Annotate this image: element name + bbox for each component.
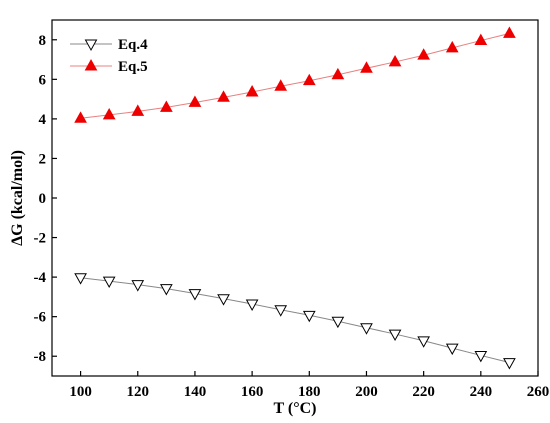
data-point-series-1: [245, 299, 259, 311]
data-point-series-1: [188, 289, 202, 301]
data-point-series-2: [331, 67, 345, 80]
x-axis-title: T (°C): [274, 400, 317, 417]
y-tick-label: 4: [39, 112, 47, 128]
data-point-series-2: [102, 107, 116, 120]
data-point-series-2: [274, 79, 288, 91]
data-point-series-1: [274, 305, 288, 317]
data-point-series-2: [160, 100, 173, 112]
data-point-series-2: [388, 54, 402, 67]
x-tick-label: 260: [527, 384, 550, 400]
legend-marker: [84, 59, 98, 71]
data-point-series-1: [217, 294, 230, 306]
data-point-series-1: [102, 276, 116, 289]
series-lines: [80, 32, 510, 364]
data-point-series-1: [388, 329, 402, 342]
x-tick-label: 160: [241, 384, 264, 400]
ticks: 100 120 140 160 180 200 220 240 260 8 6 4 2 0 -2 -4 -6 -8: [34, 33, 550, 400]
legend-label: Eq.5: [118, 59, 148, 75]
data-point-series-1: [131, 280, 145, 292]
y-tick-label: -4: [34, 270, 47, 286]
y-tick-label: -6: [34, 310, 47, 326]
y-tick-label: -2: [34, 231, 47, 247]
series-markers: [74, 26, 516, 370]
data-point-series-1: [360, 323, 373, 335]
legend-label: Eq.4: [118, 37, 148, 53]
data-point-series-2: [74, 111, 87, 123]
data-point-series-2: [302, 73, 316, 86]
data-point-series-1: [474, 350, 488, 363]
data-point-series-2: [445, 40, 459, 53]
series-line-1: [80, 277, 510, 364]
legend: Eq.4 Eq.5: [70, 37, 148, 75]
data-point-series-1: [417, 336, 430, 348]
x-tick-label: 180: [298, 384, 321, 400]
data-point-series-1: [74, 273, 87, 285]
data-point-series-2: [188, 95, 202, 107]
x-tick-label: 140: [184, 384, 207, 400]
y-axis-title: ΔG (kcal/mol): [9, 150, 26, 246]
data-point-series-1: [331, 316, 345, 329]
x-tick-label: 120: [127, 384, 150, 400]
y-tick-label: -8: [34, 349, 47, 365]
data-point-series-2: [360, 61, 373, 73]
legend-marker: [84, 39, 98, 51]
x-tick-label: 200: [355, 384, 378, 400]
data-point-series-1: [503, 358, 516, 370]
x-tick-label: 220: [412, 384, 435, 400]
data-point-series-1: [160, 284, 173, 296]
data-point-series-2: [217, 90, 230, 102]
data-point-series-2: [245, 85, 259, 97]
data-point-series-2: [417, 48, 430, 60]
y-tick-label: 0: [39, 191, 47, 207]
y-tick-label: 2: [39, 151, 47, 167]
y-tick-label: 8: [39, 33, 47, 49]
y-tick-label: 6: [39, 72, 47, 88]
x-tick-label: 100: [69, 384, 92, 400]
series-line-2: [80, 32, 510, 119]
data-point-series-1: [302, 310, 316, 323]
data-point-series-1: [445, 343, 459, 356]
data-point-series-2: [131, 104, 145, 116]
x-tick-label: 240: [470, 384, 493, 400]
data-point-series-2: [503, 26, 516, 38]
data-point-series-2: [474, 33, 488, 46]
